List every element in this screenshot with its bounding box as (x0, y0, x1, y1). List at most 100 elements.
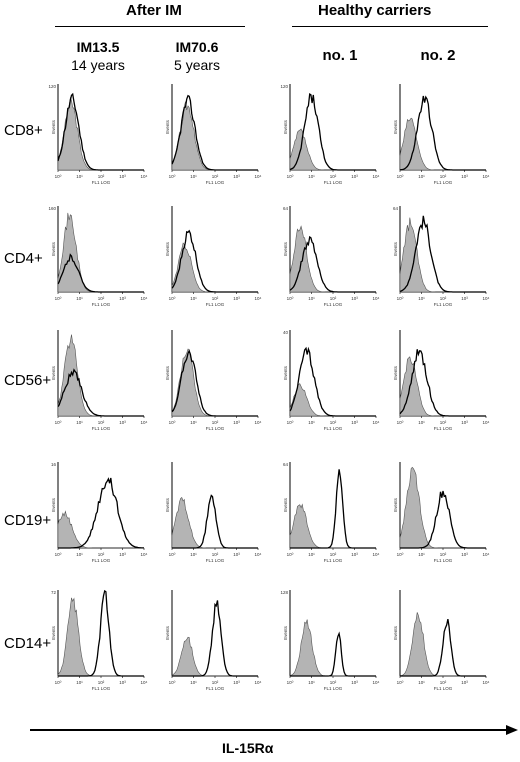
il15ra-histogram (290, 469, 376, 549)
column-title: no. 1 (322, 47, 358, 64)
panel-x-tick-label: 10⁴ (141, 552, 148, 557)
panel-x-axis-title: FL1 LOG (434, 558, 453, 563)
panel-x-tick-label: 10³ (233, 420, 240, 425)
panel-x-tick-label: 10¹ (308, 680, 315, 685)
panel-y-max-label: 120 (280, 84, 288, 89)
panel-y-axis-title: Events (283, 497, 288, 512)
isotype-histogram (171, 348, 258, 417)
panel-x-tick-label: 10¹ (190, 552, 197, 557)
panel-x-axis-title: FL1 LOG (206, 558, 225, 563)
panel-y-axis-title: Events (393, 625, 398, 640)
panel-x-tick-label: 10¹ (418, 552, 425, 557)
panel-x-tick-label: 10³ (461, 174, 468, 179)
panel-y-max-label: 160 (48, 206, 56, 211)
panel-x-axis-title: FL1 LOG (206, 426, 225, 431)
il15ra-histogram (57, 92, 144, 171)
panel-x-tick-label: 10¹ (308, 552, 315, 557)
il15ra-histogram (172, 600, 258, 677)
panel-x-tick-label: 10¹ (76, 174, 83, 179)
panel-x-tick-label: 10³ (351, 174, 358, 179)
il15ra-histogram (399, 215, 486, 293)
panel-x-tick-label: 10⁴ (141, 680, 148, 685)
group-label-healthy-carriers: Healthy carriers (318, 2, 432, 19)
panel-x-tick-label: 10¹ (190, 296, 197, 301)
panel-x-tick-label: 10² (330, 552, 337, 557)
panel-x-tick-label: 10¹ (190, 680, 197, 685)
panel-x-tick-label: 10³ (233, 552, 240, 557)
panel-x-tick-label: 10² (212, 174, 219, 179)
panel-x-tick-label: 10³ (119, 680, 126, 685)
panel-x-axis-title: FL1 LOG (324, 302, 343, 307)
x-axis-arrow (30, 725, 518, 735)
il15ra-histogram (172, 494, 258, 549)
isotype-histogram (171, 101, 258, 171)
panel-x-tick-label: 10³ (461, 296, 468, 301)
panel-x-tick-label: 10² (330, 174, 337, 179)
il15ra-histogram (289, 235, 376, 293)
histogram-panel: 10⁰ 10¹ 10² 10³ 10⁴ Events 128 FL1 LOG (280, 590, 380, 691)
panel-y-axis-title: Events (283, 241, 288, 256)
panel-x-tick-label: 10¹ (76, 296, 83, 301)
column-header-im70-6: IM70.6 5 years (157, 38, 237, 74)
group-underline-healthy-carriers (292, 26, 488, 27)
panel-x-axis-title: FL1 LOG (434, 302, 453, 307)
isotype-histogram (399, 356, 486, 417)
panel-x-tick-label: 10² (330, 680, 337, 685)
panel-x-tick-label: 10¹ (308, 174, 315, 179)
panel-x-tick-label: 10¹ (76, 680, 83, 685)
panel-y-max-label: 64 (283, 462, 289, 467)
panel-y-axis-title: Events (393, 365, 398, 380)
panel-x-axis-title: FL1 LOG (324, 558, 343, 563)
group-label-after-im: After IM (126, 2, 182, 19)
panel-x-tick-label: 10² (98, 552, 105, 557)
panel-x-tick-label: 10¹ (418, 296, 425, 301)
panel-x-tick-label: 10¹ (76, 552, 83, 557)
panel-x-tick-label: 10⁰ (169, 552, 176, 557)
il15ra-histogram (290, 631, 376, 677)
panel-x-tick-label: 10³ (233, 174, 240, 179)
panel-x-tick-label: 10⁰ (287, 552, 294, 557)
panel-y-axis-title: Events (393, 497, 398, 512)
row-label-cd19: CD19+ (4, 512, 52, 529)
column-title: IM13.5 (76, 39, 120, 55)
panel-y-axis-title: Events (165, 119, 170, 134)
panel-x-axis-title: FL1 LOG (324, 426, 343, 431)
histogram-panel: 10⁰ 10¹ 10² 10³ 10⁴ Events FL1 LOG (393, 462, 490, 563)
panel-x-tick-label: 10⁰ (287, 680, 294, 685)
panel-y-axis-title: Events (393, 241, 398, 256)
panel-y-axis-title: Events (393, 119, 398, 134)
row-label-cd14: CD14+ (4, 635, 52, 652)
panel-x-tick-label: 10³ (119, 552, 126, 557)
panel-x-tick-label: 10⁰ (287, 420, 294, 425)
panel-x-tick-label: 10² (98, 420, 105, 425)
panel-x-axis-title: FL1 LOG (324, 180, 343, 185)
panel-y-max-label: 128 (280, 590, 288, 595)
panel-x-tick-label: 10² (330, 296, 337, 301)
isotype-histogram (171, 497, 258, 549)
panel-x-tick-label: 10² (98, 174, 105, 179)
panel-x-axis-title: FL1 LOG (324, 686, 343, 691)
panel-x-tick-label: 10³ (233, 296, 240, 301)
panel-x-tick-label: 10⁴ (373, 420, 380, 425)
panel-x-tick-label: 10⁰ (397, 296, 404, 301)
panel-x-tick-label: 10² (440, 680, 447, 685)
panel-x-tick-label: 10³ (461, 420, 468, 425)
il15ra-histogram (289, 346, 376, 417)
panel-x-tick-label: 10³ (119, 420, 126, 425)
panel-y-axis-title: Events (283, 625, 288, 640)
panel-x-tick-label: 10⁴ (373, 174, 380, 179)
panel-x-tick-label: 10⁰ (287, 174, 294, 179)
column-header-im13-5: IM13.5 14 years (58, 38, 138, 74)
panel-y-max-label: 64 (393, 206, 399, 211)
panel-x-tick-label: 10³ (461, 680, 468, 685)
isotype-histogram (399, 466, 486, 549)
panel-x-tick-label: 10³ (233, 680, 240, 685)
panel-x-tick-label: 10² (212, 680, 219, 685)
x-axis-label: IL-15Rα (222, 740, 274, 756)
isotype-histogram (171, 636, 258, 677)
panel-y-axis-title: Events (283, 119, 288, 134)
isotype-histogram (57, 96, 144, 171)
il15ra-histogram (399, 349, 486, 417)
il15ra-histogram (400, 618, 486, 677)
il15ra-histogram (57, 253, 144, 293)
